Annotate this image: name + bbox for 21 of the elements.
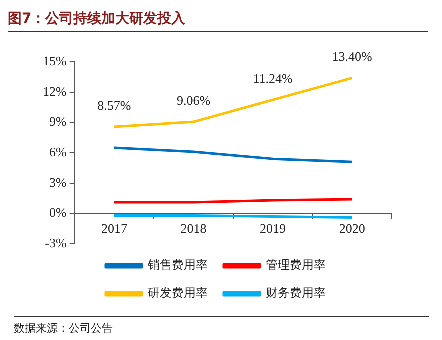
legend-label: 销售费用率 (147, 258, 208, 272)
source-note: 数据来源：公司公告 (14, 316, 429, 336)
legend-label: 财务费用率 (266, 286, 326, 300)
y-tick-label: 6% (49, 144, 67, 160)
chart-title: 图7：公司持续加大研发投入 (8, 10, 428, 32)
data-label: 9.06% (176, 92, 211, 108)
data-label: 11.24% (253, 70, 294, 86)
x-tick-label: 2019 (260, 220, 286, 236)
x-tick-label: 2020 (339, 220, 366, 236)
x-tick-label: 2018 (180, 220, 207, 236)
legend-label: 研发费用率 (148, 286, 208, 300)
y-tick-label: 12% (42, 84, 67, 99)
data-label: 8.57% (98, 98, 132, 113)
y-tick-label: 3% (49, 174, 67, 190)
x-tick-label: 2017 (101, 220, 128, 236)
y-tick-label: -3% (45, 235, 67, 250)
data-label: 13.40% (332, 49, 373, 64)
y-tick-label: 15% (42, 53, 67, 68)
y-tick-label: 9% (49, 114, 67, 130)
legend-label: 管理费用率 (266, 258, 326, 272)
y-tick-label: 0% (49, 205, 67, 220)
